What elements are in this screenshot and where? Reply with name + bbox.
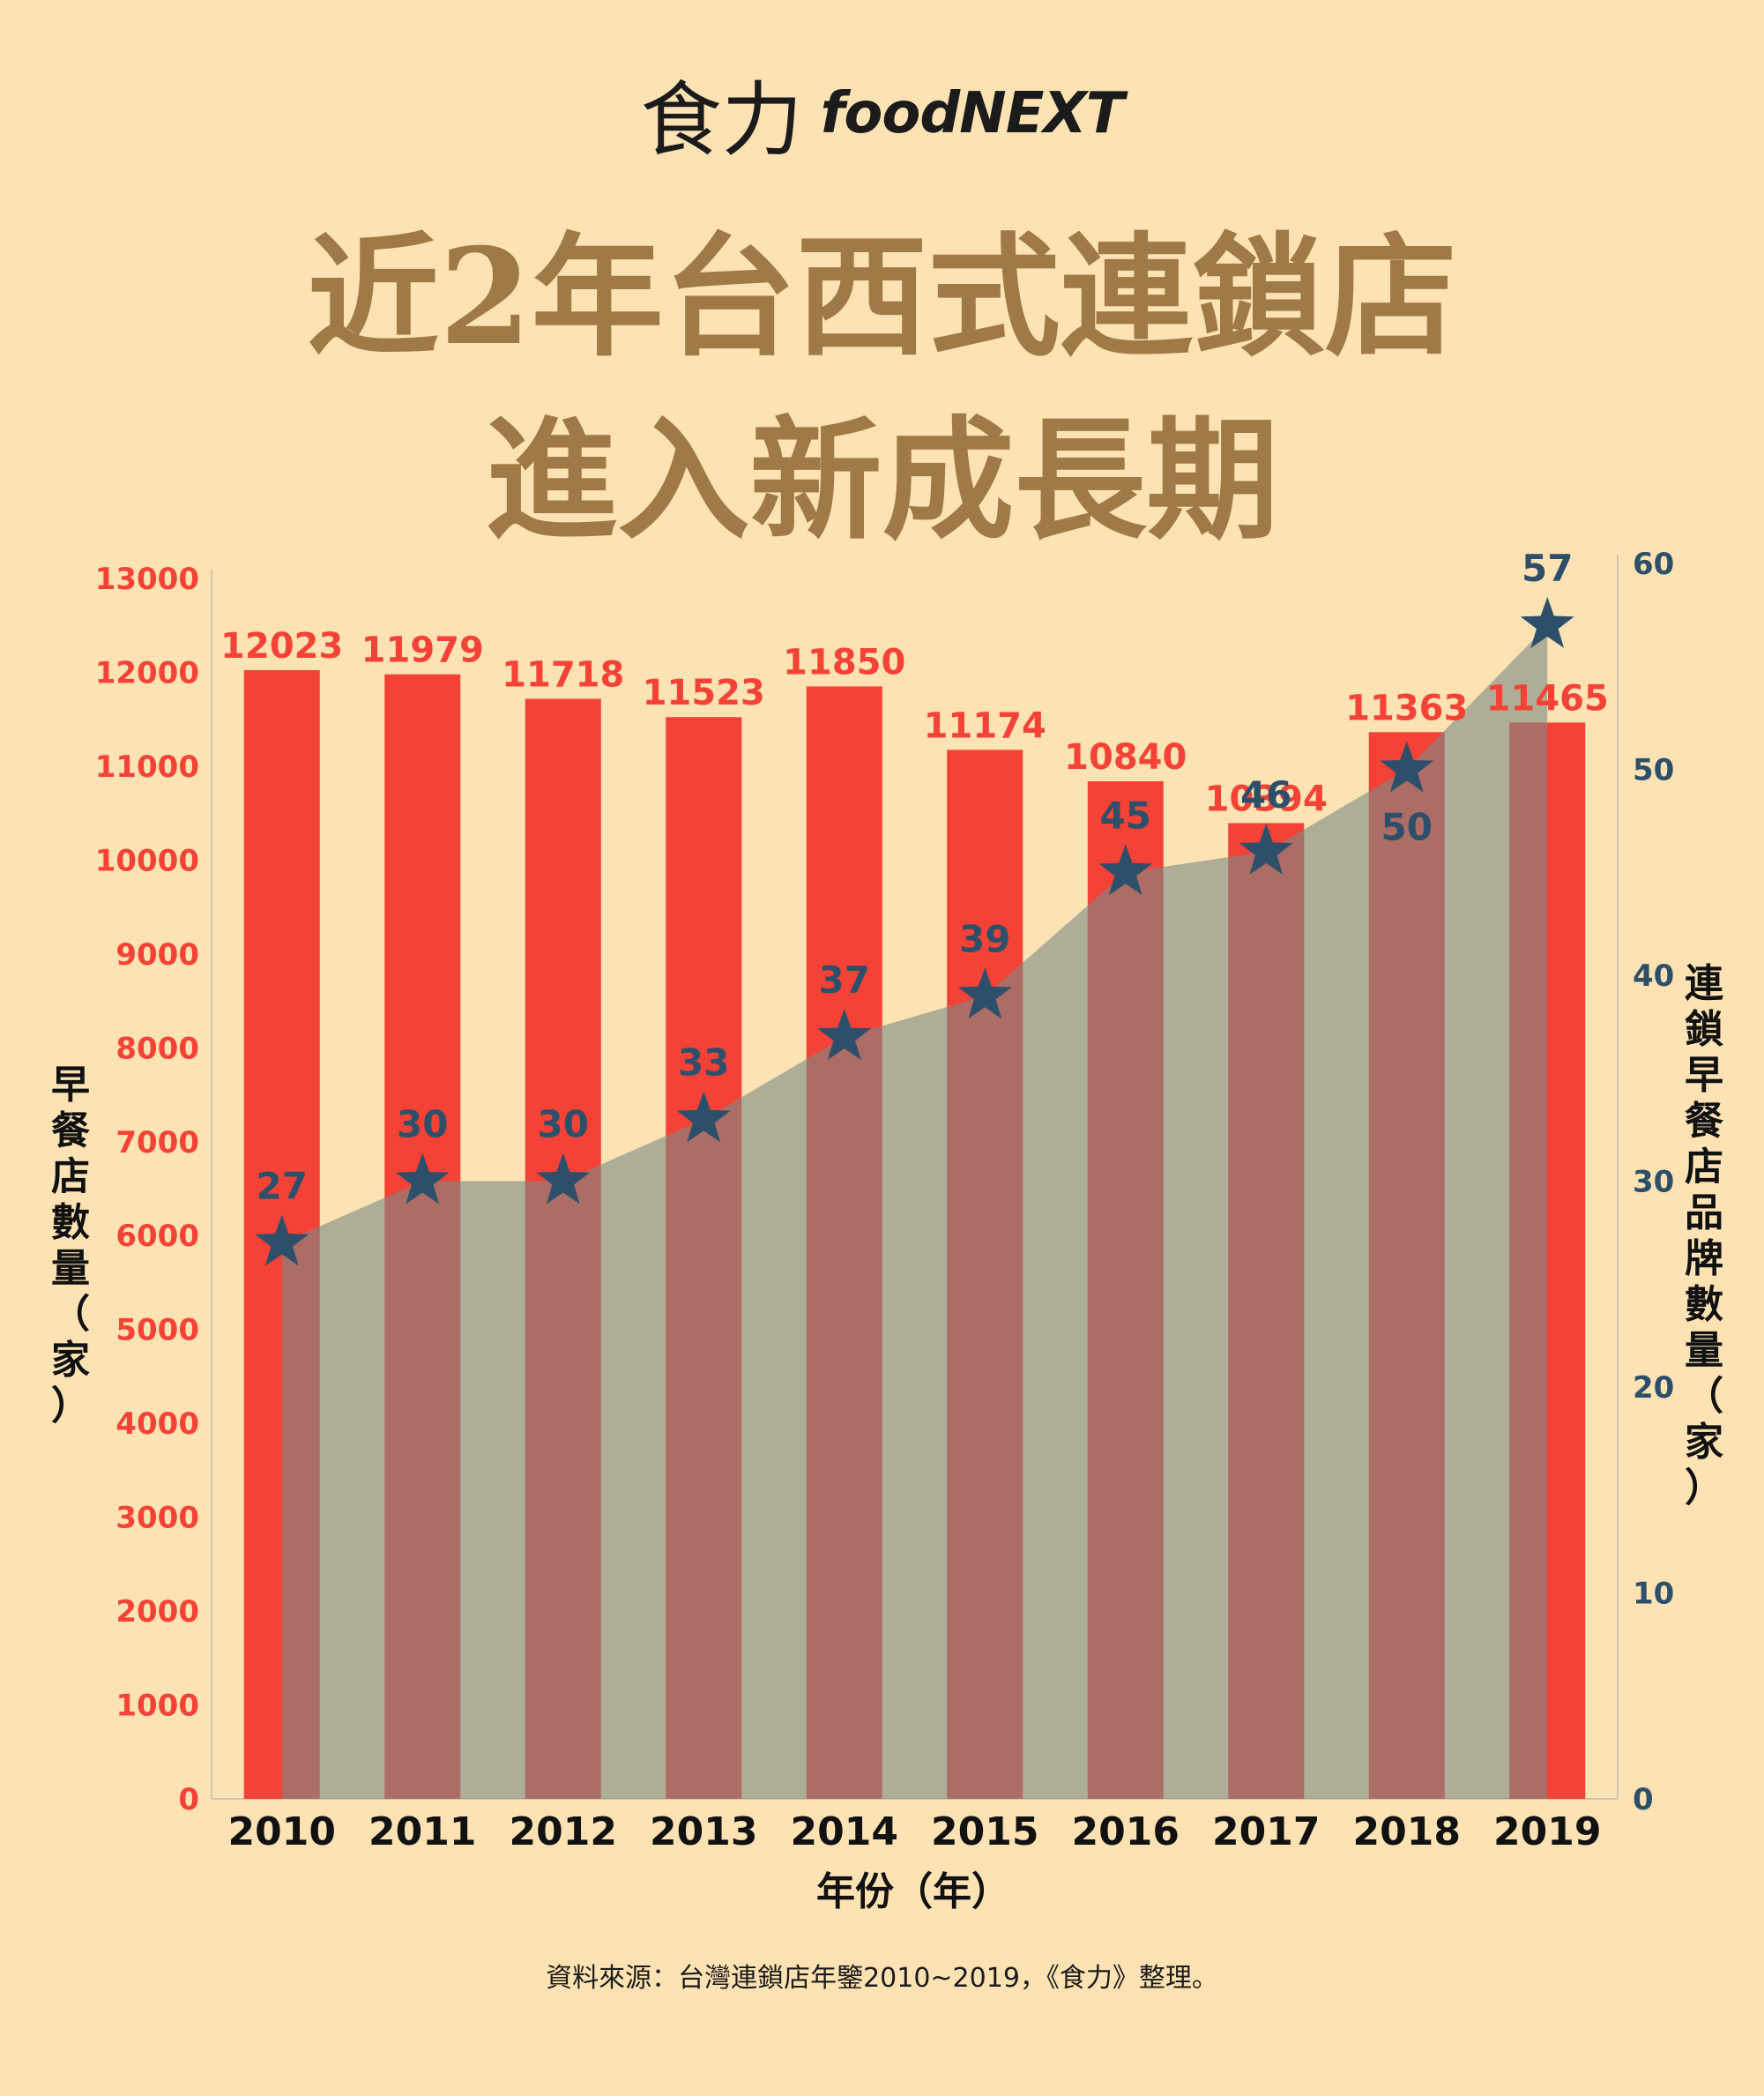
title-line-2: 進入新成長期 <box>485 403 1279 558</box>
star-marker-2017 <box>1239 823 1293 875</box>
logo-english: foodNEXT <box>820 80 1125 146</box>
right-tick-label: 40 <box>1633 958 1674 994</box>
left-tick-label: 7000 <box>115 1125 199 1160</box>
left-tick-label: 0 <box>178 1782 199 1817</box>
bar-value-label: 11363 <box>1345 688 1468 728</box>
star-marker-2019 <box>1520 597 1574 648</box>
bar-value-label: 11718 <box>502 654 624 695</box>
right-tick-label: 0 <box>1633 1782 1654 1817</box>
bar-value-label: 11523 <box>643 673 765 713</box>
brand-value-label: 57 <box>1522 547 1573 590</box>
brand-value-label: 39 <box>959 917 1010 960</box>
brand-value-label: 33 <box>678 1041 729 1084</box>
bar-value-label: 11465 <box>1486 678 1609 719</box>
logo-chinese: 食力 <box>640 73 803 168</box>
left-tick-label: 12000 <box>95 655 199 690</box>
left-tick-label: 4000 <box>115 1406 199 1442</box>
left-tick-label: 9000 <box>115 937 199 973</box>
star-marker-2013 <box>676 1091 731 1143</box>
bar-value-label: 12023 <box>220 626 343 667</box>
x-tick-label: 2014 <box>791 1809 898 1854</box>
brand-value-label: 30 <box>397 1103 448 1146</box>
left-tick-label: 3000 <box>115 1501 199 1536</box>
brand-count-area <box>281 625 1548 1799</box>
star-marker-2011 <box>395 1152 450 1205</box>
right-tick-label: 60 <box>1633 547 1674 582</box>
star-marker-2015 <box>957 967 1012 1019</box>
bar-value-label: 11850 <box>783 642 905 683</box>
right-tick-label: 20 <box>1633 1370 1674 1406</box>
brand-value-label: 27 <box>257 1165 308 1208</box>
left-tick-label: 11000 <box>95 750 199 785</box>
x-tick-label: 2012 <box>510 1809 617 1854</box>
x-tick-label: 2015 <box>931 1809 1038 1854</box>
left-tick-label: 1000 <box>115 1689 199 1724</box>
left-axis-title: 早餐店數量（家） <box>51 1063 90 1428</box>
star-marker-2014 <box>817 1009 872 1060</box>
x-tick-label: 2018 <box>1353 1809 1461 1854</box>
brand-value-label: 37 <box>819 958 870 1002</box>
right-tick-label: 10 <box>1633 1577 1674 1612</box>
star-marker-2010 <box>255 1214 309 1266</box>
star-marker-2012 <box>536 1152 591 1205</box>
left-tick-label: 13000 <box>95 562 199 597</box>
x-tick-label: 2010 <box>228 1809 336 1854</box>
left-tick-label: 6000 <box>115 1219 199 1254</box>
x-tick-label: 2017 <box>1212 1809 1320 1854</box>
star-marker-2018 <box>1380 741 1434 793</box>
right-axis-title: 連鎖早餐店品牌數量（家） <box>1685 961 1724 1510</box>
brand-value-label: 46 <box>1240 773 1291 817</box>
bar-value-label: 11979 <box>361 630 484 671</box>
x-tick-label: 2013 <box>650 1809 757 1854</box>
left-tick-label: 2000 <box>115 1594 199 1630</box>
right-tick-label: 50 <box>1633 753 1674 788</box>
brand-value-label: 45 <box>1100 794 1151 837</box>
bar-value-label: 11174 <box>924 705 1046 746</box>
title-line-1: 近2年台西式連鎖店 <box>307 220 1457 375</box>
star-marker-2016 <box>1098 844 1153 896</box>
left-tick-label: 8000 <box>115 1031 199 1066</box>
right-tick-label: 30 <box>1633 1165 1674 1200</box>
bar-value-label: 10840 <box>1064 737 1187 778</box>
bar-value-label: 10394 <box>1205 779 1328 819</box>
x-axis-title: 年份（年） <box>816 1869 1010 1914</box>
brand-value-label: 50 <box>1381 806 1433 849</box>
x-tick-label: 2011 <box>368 1809 476 1854</box>
brand-value-label: 30 <box>538 1103 589 1146</box>
foodnext-logo: 食力 foodNEXT <box>0 55 1764 172</box>
source-note: 資料來源：台灣連鎖店年鑒2010~2019，《食力》整理。 <box>546 1963 1218 1994</box>
x-tick-label: 2019 <box>1493 1809 1601 1854</box>
left-tick-label: 10000 <box>95 843 199 878</box>
x-tick-label: 2016 <box>1072 1809 1180 1854</box>
left-tick-label: 5000 <box>115 1313 199 1348</box>
